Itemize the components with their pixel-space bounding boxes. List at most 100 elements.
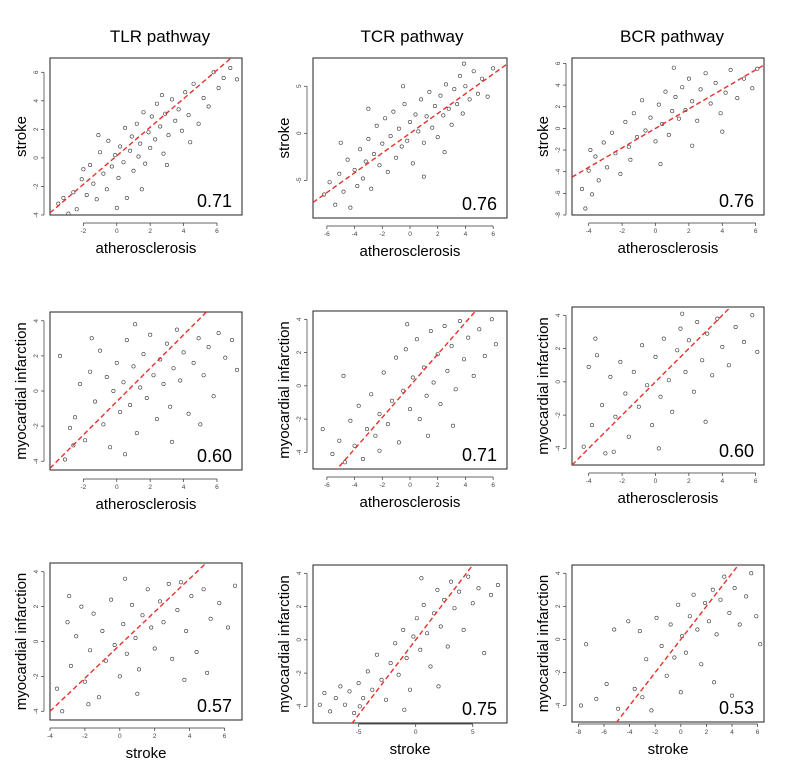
data-point [84, 193, 89, 198]
y-tick-label: 0 [296, 131, 303, 135]
data-point [636, 404, 641, 409]
data-point [183, 90, 188, 95]
data-point [164, 341, 169, 346]
y-tick-label: 5 [296, 84, 303, 88]
data-point [154, 101, 159, 106]
data-point [135, 691, 140, 696]
data-point [111, 388, 116, 393]
x-tick-label: 4 [720, 478, 724, 485]
points-layer [320, 317, 498, 465]
data-point [347, 689, 352, 694]
y-tick-label: 0 [296, 384, 303, 388]
data-point [401, 627, 406, 632]
data-point [68, 663, 73, 668]
column-title: TCR pathway [361, 27, 464, 46]
data-point [461, 627, 466, 632]
data-point [658, 394, 663, 399]
data-point [361, 696, 366, 701]
data-point [371, 152, 376, 157]
x-tick-label: -2 [81, 484, 87, 491]
y-tick-label: -4 [555, 168, 562, 174]
data-point [672, 655, 677, 660]
y-tick-label: -4 [296, 449, 303, 455]
data-point [461, 357, 466, 362]
x-tick-label: -2 [82, 733, 88, 740]
y-tick-label: 4 [33, 99, 40, 103]
data-point [352, 443, 357, 448]
y-tick-label: 2 [33, 604, 40, 608]
plot-frame [571, 306, 765, 466]
y-tick-label: -6 [555, 190, 562, 196]
data-point [604, 681, 609, 686]
plot-frame [312, 310, 508, 470]
column-title: TLR pathway [110, 27, 211, 46]
x-tick-label: 4 [182, 484, 186, 491]
data-point [68, 425, 73, 430]
data-point [175, 608, 180, 613]
data-point [680, 311, 685, 316]
data-point [470, 601, 475, 606]
points-layer [579, 65, 760, 211]
data-point [100, 628, 105, 633]
y-tick-label: 2 [296, 350, 303, 354]
data-point [374, 123, 379, 128]
data-point [626, 434, 631, 439]
x-axis-label: atherosclerosis [360, 243, 461, 260]
data-point [443, 82, 448, 87]
data-point [683, 369, 688, 374]
data-point [690, 99, 695, 104]
data-point [401, 84, 406, 89]
data-point [489, 317, 494, 322]
data-point [101, 171, 106, 176]
y-tick-label: -5 [296, 177, 303, 183]
data-point [133, 635, 138, 640]
data-point [322, 691, 327, 696]
data-point [712, 680, 717, 685]
y-tick-label: -8 [555, 212, 562, 218]
data-point [728, 67, 733, 72]
data-point [656, 102, 661, 107]
data-point [360, 456, 365, 461]
data-point [695, 118, 700, 123]
regression-line [572, 307, 732, 465]
data-point [131, 168, 136, 173]
data-point [703, 71, 708, 76]
correlation-value: 0.53 [719, 698, 754, 718]
data-point [442, 150, 447, 155]
data-point [391, 109, 396, 114]
data-point [178, 378, 183, 383]
x-tick-label: 2 [705, 729, 709, 736]
y-tick-label: 0 [555, 126, 562, 130]
data-point [81, 167, 86, 172]
data-point [205, 670, 210, 675]
y-axis-label: myocardial infarction [276, 321, 293, 459]
y-axis-label: myocardial infarction [13, 573, 30, 711]
y-axis-label: stroke [276, 118, 293, 159]
data-point [355, 184, 360, 189]
y-tick-label: -4 [33, 212, 40, 218]
data-point [396, 440, 401, 445]
y-tick-label: 6 [555, 61, 562, 65]
data-point [432, 104, 437, 109]
data-point [741, 339, 746, 344]
data-point [133, 322, 138, 327]
data-point [121, 622, 126, 627]
correlation-value: 0.71 [197, 191, 232, 211]
y-tick-label: 0 [296, 638, 303, 642]
data-point [690, 143, 695, 148]
data-point [610, 130, 615, 135]
x-tick-label: 0 [654, 228, 658, 235]
data-point [188, 140, 193, 145]
data-point [419, 576, 424, 581]
data-point [341, 373, 346, 378]
data-point [121, 380, 126, 385]
data-point [149, 625, 154, 630]
y-tick-label: 4 [33, 570, 40, 574]
data-point [402, 707, 407, 712]
data-point [79, 604, 84, 609]
data-point [145, 587, 150, 592]
data-point [715, 316, 720, 321]
data-point [146, 130, 151, 135]
data-point [424, 393, 429, 398]
data-point [670, 109, 675, 114]
